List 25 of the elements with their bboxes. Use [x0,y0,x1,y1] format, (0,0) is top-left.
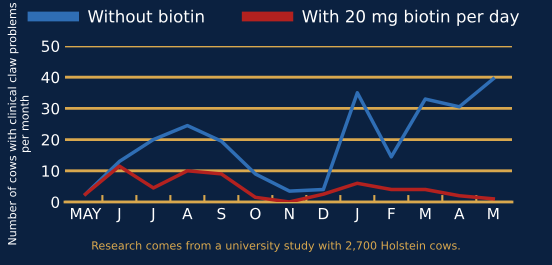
legend-label: With 20 mg biotin per day [302,10,520,26]
x-tick-label: J [354,208,358,222]
x-tick-label: O [250,208,261,220]
x-tick-label: M [488,208,498,220]
y-tick-label: 10 [42,165,60,177]
y-tick-label: 30 [42,102,60,114]
legend-label: Without biotin [88,10,204,23]
x-tick-label: A [182,208,192,220]
y-tick-label: 50 [42,40,60,52]
x-tick-label: MAY [71,208,102,220]
text: Research comes from a university study with 2,700 Holstein cows. [92,241,460,252]
x-tick-label: M [420,208,430,220]
x-tick-label: J [150,208,154,222]
x-tick-label: J [116,208,120,222]
line-series [84,164,496,202]
line-series [84,77,496,196]
x-tick-label: A [454,208,464,220]
x-tick-label: S [218,208,226,220]
y-axis-title: Number of cows with clinical claw problems per month [8,2,31,244]
y-tick-label: 20 [42,134,60,146]
x-tick-label: N [285,208,294,220]
y-tick-label: 40 [41,72,60,84]
x-tick-label: D [318,208,328,220]
x-tick-label: F [388,208,395,220]
y-tick-label: 0 [51,196,60,208]
